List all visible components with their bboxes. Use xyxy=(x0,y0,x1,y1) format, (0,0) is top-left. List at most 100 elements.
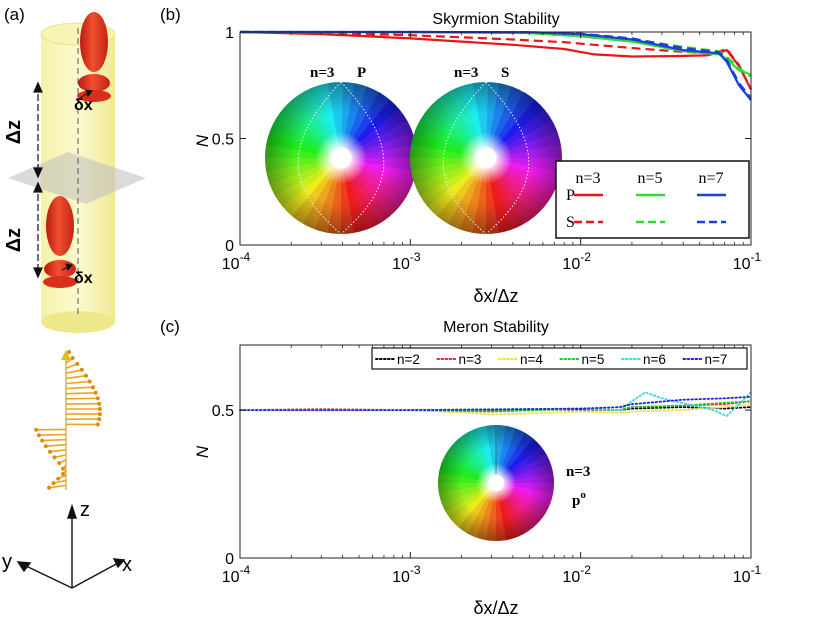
panel-label-a: (a) xyxy=(4,5,25,24)
legend-col-header: n=3 xyxy=(575,170,600,187)
spin-arrow-head xyxy=(97,417,102,422)
cylinder-bottom xyxy=(41,311,115,333)
x-tick-label: 10-2 xyxy=(562,250,591,273)
spin-arrow xyxy=(65,374,87,380)
spin-arrow-head xyxy=(51,481,56,486)
lobe-upper-disc xyxy=(77,90,111,102)
spin-arrow xyxy=(38,433,67,436)
x-axis-label: x xyxy=(122,554,132,576)
lobe-upper-base xyxy=(78,74,110,92)
xyz-axes xyxy=(16,503,126,589)
spin-arrow-head xyxy=(48,449,52,454)
spin-arrow-head xyxy=(75,361,80,366)
inset-label-n-s: n=3 xyxy=(454,65,478,81)
z-axis-label: z xyxy=(80,499,90,521)
spin-arrow-head xyxy=(70,356,75,360)
legend-col-header: n=7 xyxy=(698,170,723,187)
skyrmion-disk-s xyxy=(410,81,562,235)
dz-arrow-lower-head-bottom xyxy=(33,267,43,279)
disk-center xyxy=(475,147,497,169)
disk-center xyxy=(487,474,505,492)
legend-label-n6: n=6 xyxy=(643,352,666,367)
spin-arrow xyxy=(65,397,98,400)
chart-c-title: Meron Stability xyxy=(443,319,549,336)
spin-arrow xyxy=(45,443,67,447)
spin-arrow-head xyxy=(84,373,88,378)
dz-label-upper: Δz xyxy=(3,120,25,144)
spiral-top-arrowhead xyxy=(61,350,71,360)
disk-center xyxy=(330,147,352,169)
series-line-p-n-3 xyxy=(239,30,752,91)
spin-arrow xyxy=(65,369,82,375)
spin-arrow-head xyxy=(79,367,84,372)
x-tick-label: 10-3 xyxy=(392,563,421,586)
dz-arrow-upper-head-bottom xyxy=(33,167,43,179)
x-tick-label: 10-3 xyxy=(392,250,421,273)
separatrix-right xyxy=(485,81,530,235)
panel-label-b: (b) xyxy=(160,5,181,24)
x-tick-label: 10-1 xyxy=(733,250,762,273)
spin-arrow-head xyxy=(43,444,48,449)
spin-arrow-head xyxy=(56,476,61,481)
series-line-n-7 xyxy=(239,395,752,412)
chart-c-xlabel: δx/Δz xyxy=(473,598,518,618)
y-axis-line xyxy=(23,564,73,589)
spin-arrow-head xyxy=(97,401,102,406)
z-axis-head xyxy=(67,503,77,519)
lobe-upper xyxy=(77,12,111,102)
spin-arrow-head xyxy=(52,455,57,460)
spin-arrow-head xyxy=(87,379,92,384)
spin-arrow-head xyxy=(57,461,62,465)
lobe-lower-main xyxy=(46,196,74,256)
y-tick-label: 0.5 xyxy=(212,403,234,420)
spin-arrow-head xyxy=(93,390,98,395)
dx-arrow-lower-head xyxy=(65,263,73,272)
inset-label-n-p: n=3 xyxy=(310,65,334,81)
lobe-lower-base xyxy=(44,260,76,278)
y-tick-label: 1 xyxy=(225,25,234,42)
spin-arrow-head xyxy=(47,485,52,490)
y-tick-label: 0.5 xyxy=(212,132,234,149)
spin-arrow xyxy=(65,363,78,369)
legend-label-n7: n=7 xyxy=(705,352,728,367)
legend-row-label: S xyxy=(566,214,575,231)
chart-c-ylabel: N xyxy=(193,445,212,458)
spin-arrow xyxy=(53,479,67,484)
chart-c-legend: n=2 n=3 n=4 n=5 n=6 n=7 xyxy=(371,347,748,370)
y-axis-label: y xyxy=(2,551,12,573)
x-tick-label: 10-1 xyxy=(733,563,762,586)
dx-arrow-upper xyxy=(79,89,93,99)
legend-label-n3: n=3 xyxy=(459,352,482,367)
dz-label-lower: Δz xyxy=(3,228,25,252)
separatrix-left xyxy=(442,81,487,235)
panel-label-c: (c) xyxy=(160,317,180,336)
spin-arrow-head xyxy=(34,427,39,432)
spin-arrow-head xyxy=(67,350,71,354)
spin-arrow-head xyxy=(95,396,100,401)
meron-inset: n=3 po xyxy=(437,424,590,542)
lobe-upper-main xyxy=(80,12,108,72)
x-axis-line xyxy=(71,561,121,589)
y-axis-head xyxy=(16,561,32,573)
dx-arrow-upper-head xyxy=(85,89,93,98)
separatrix-left xyxy=(297,81,342,235)
spin-spiral xyxy=(34,350,102,490)
chart-b-legend: n=3 n=5 n=7 PS xyxy=(555,160,750,239)
spin-arrow xyxy=(65,380,90,385)
spin-arrow-head xyxy=(97,407,102,411)
meron-disk xyxy=(437,424,554,542)
spin-arrow-head xyxy=(40,438,45,443)
meron-inset-label-n: n=3 xyxy=(566,464,590,480)
inset-label-mode-s: S xyxy=(501,65,509,81)
x-tick-label: 10-2 xyxy=(562,563,591,586)
plane xyxy=(8,152,146,204)
spin-arrow-head xyxy=(91,385,95,390)
dz-arrow-upper xyxy=(33,81,43,179)
inset-label-mode-p: P xyxy=(357,65,366,81)
skyrmion-disk-p xyxy=(265,81,417,235)
meron-inset-label-mode: po xyxy=(572,489,586,509)
lobe-lower xyxy=(43,196,77,288)
legend-box xyxy=(371,347,748,370)
